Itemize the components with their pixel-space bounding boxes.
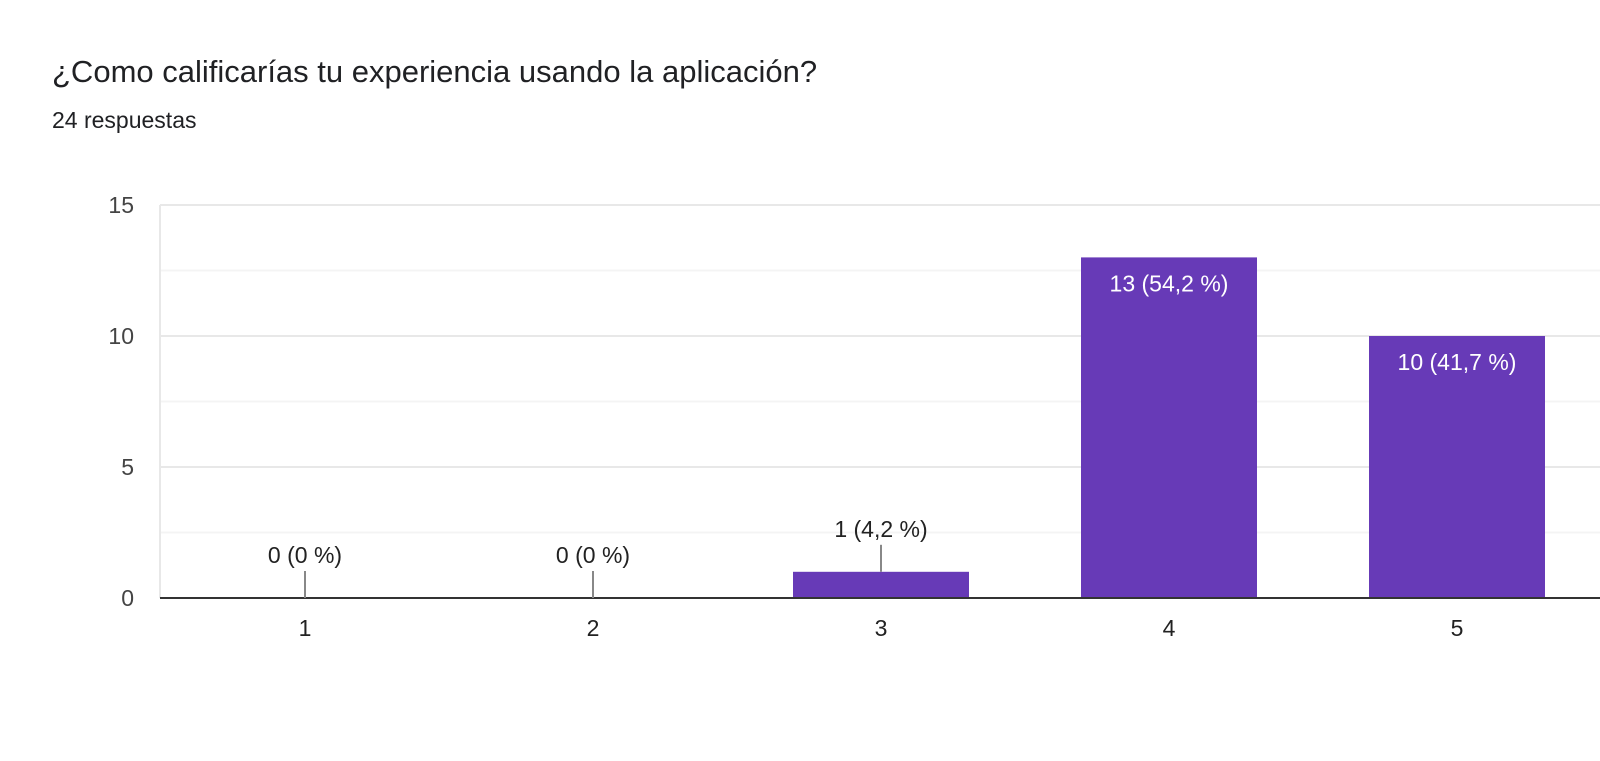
gridlines: [159, 204, 1600, 598]
bar-3: [793, 571, 969, 598]
data-label: 0 (0 %): [268, 542, 342, 568]
x-tick-label: 1: [299, 615, 312, 641]
data-labels: 0 (0 %) 0 (0 %) 1 (4,2 %) 13 (54,2 %) 10 (41…: [268, 270, 1517, 598]
y-tick-label: 10: [108, 323, 134, 349]
x-tick-label: 3: [875, 615, 888, 641]
x-tick-label: 4: [1163, 615, 1176, 641]
bar-5: [1369, 336, 1545, 598]
y-tick-label: 0: [121, 585, 134, 611]
response-count: 24 respuestas: [52, 107, 197, 133]
bar-4: [1081, 257, 1257, 598]
data-label: 13 (54,2 %): [1110, 270, 1229, 296]
data-label: 0 (0 %): [556, 542, 630, 568]
y-tick-label: 5: [121, 454, 134, 480]
data-label: 1 (4,2 %): [834, 516, 927, 542]
chart-title: ¿Como calificarías tu experiencia usando…: [52, 54, 818, 89]
y-axis-ticks: 0 5 10 15: [108, 192, 134, 611]
x-axis-ticks: 1 2 3 4 5: [299, 615, 1464, 641]
bars: [793, 257, 1545, 598]
y-tick-label: 15: [108, 192, 134, 218]
x-tick-label: 5: [1451, 615, 1464, 641]
x-tick-label: 2: [587, 615, 600, 641]
data-label: 10 (41,7 %): [1398, 349, 1517, 375]
